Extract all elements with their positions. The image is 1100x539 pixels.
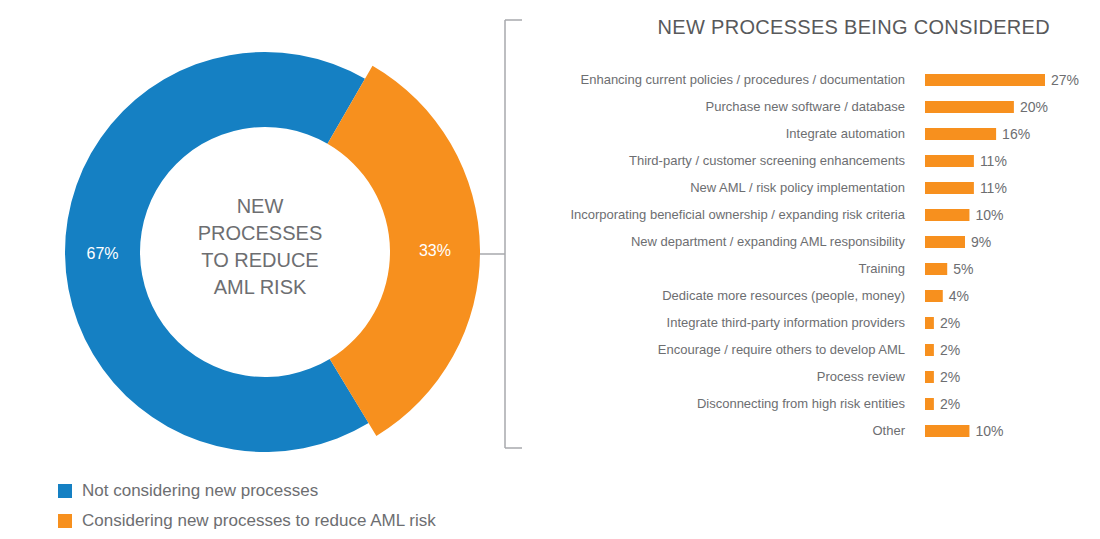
svg-text:9%: 9% [971, 234, 991, 250]
svg-text:Enhancing current policies / p: Enhancing current policies / procedures … [581, 72, 905, 87]
html-text:Not considering new processes: Not considering new processes [82, 481, 319, 500]
svg-text:67%: 67% [86, 245, 118, 262]
svg-text:Integrate automation: Integrate automation [786, 126, 905, 141]
html-text:NEW PROCESSES BEING CONSIDERED: NEW PROCESSES BEING CONSIDERED [657, 16, 1050, 38]
svg-text:20%: 20% [1020, 99, 1048, 115]
svg-text:4%: 4% [949, 288, 969, 304]
svg-text:Encourage / require others to: Encourage / require others to develop AM… [658, 342, 905, 357]
svg-text:5%: 5% [953, 261, 973, 277]
svg-text:Process review: Process review [817, 369, 906, 384]
svg-text:Training: Training [859, 261, 905, 276]
svg-text:11%: 11% [980, 180, 1007, 196]
svg-text:16%: 16% [1002, 126, 1030, 142]
svg-text:Other: Other [872, 423, 905, 438]
svg-text:2%: 2% [940, 315, 960, 331]
svg-text:10%: 10% [975, 207, 1003, 223]
svg-text:New AML / risk policy implemen: New AML / risk policy implementation [690, 180, 905, 195]
svg-text:New department / expanding AML: New department / expanding AML responsib… [631, 234, 906, 249]
svg-text:Integrate third-party informat: Integrate third-party information provid… [667, 315, 906, 330]
svg-text:2%: 2% [940, 342, 960, 358]
svg-text:27%: 27% [1051, 72, 1079, 88]
html-text:Considering new processes to r: Considering new processes to reduce AML … [82, 511, 436, 530]
svg-text:11%: 11% [980, 153, 1007, 169]
svg-text:Incorporating beneficial owner: Incorporating beneficial ownership / exp… [570, 207, 905, 222]
svg-text:2%: 2% [940, 396, 960, 412]
svg-text:33%: 33% [419, 242, 451, 259]
svg-text:Dedicate more resources (peopl: Dedicate more resources (people, money) [662, 288, 905, 303]
svg-text:10%: 10% [975, 423, 1003, 439]
svg-text:Disconnecting from high risk e: Disconnecting from high risk entities [697, 396, 906, 411]
svg-text:Third-party / customer screeni: Third-party / customer screening enhance… [629, 153, 906, 168]
html-text:NEW PROCESSES TO REDUCE AML RI: NEW PROCESSES TO REDUCE AML RISK [197, 195, 323, 298]
svg-text:2%: 2% [940, 369, 960, 385]
svg-text:Purchase new software / databa: Purchase new software / database [706, 99, 905, 114]
